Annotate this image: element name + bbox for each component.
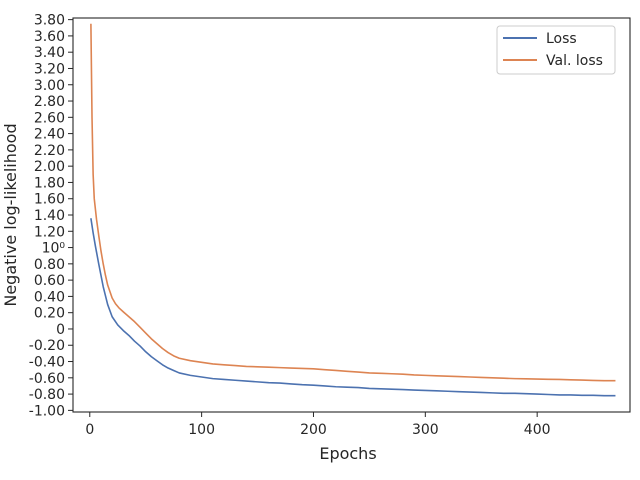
legend-label-val-loss: Val. loss — [546, 53, 603, 69]
x-tick-label: 100 — [188, 422, 215, 438]
x-axis-label: Epochs — [319, 444, 376, 463]
x-tick-label: 0 — [85, 422, 94, 438]
legend: Loss Val. loss — [496, 25, 616, 75]
y-tick-label: 3.80 — [34, 13, 65, 29]
plot-background — [73, 18, 630, 412]
y-tick-label: -0.60 — [29, 371, 65, 387]
legend-label-loss: Loss — [546, 31, 577, 47]
x-tick-label: 400 — [524, 422, 551, 438]
y-tick-label: 1.80 — [34, 175, 65, 191]
y-tick-label: 0.60 — [34, 273, 65, 289]
series-layer — [90, 23, 616, 397]
y-tick-label: 2.00 — [34, 159, 65, 175]
y-axis-ticks: -1.00-0.80-0.60-0.40-0.2000.200.400.600.… — [29, 13, 73, 419]
y-tick-label: 0.40 — [34, 289, 65, 305]
y-tick-label: 3.20 — [34, 61, 65, 77]
y-tick-label: 1.60 — [34, 192, 65, 208]
y-tick-label: -0.80 — [29, 387, 65, 403]
y-tick-label: 3.40 — [34, 45, 65, 61]
y-tick-label: 2.40 — [34, 127, 65, 143]
x-tick-label: 200 — [300, 422, 327, 438]
series-line-val-loss — [90, 23, 616, 382]
y-tick-label: 0.80 — [34, 257, 65, 273]
y-tick-label: 0 — [56, 322, 65, 338]
y-tick-label: 10⁰ — [42, 241, 66, 257]
y-tick-label: -0.20 — [29, 338, 65, 354]
y-tick-label: 2.60 — [34, 110, 65, 126]
y-tick-label: 2.80 — [34, 94, 65, 110]
y-tick-label: 0.20 — [34, 306, 65, 322]
y-tick-label: 1.20 — [34, 224, 65, 240]
y-tick-label: -1.00 — [29, 403, 65, 419]
y-tick-label: 3.00 — [34, 78, 65, 94]
y-tick-label: 3.60 — [34, 29, 65, 45]
y-tick-label: 2.20 — [34, 143, 65, 159]
y-axis-label: Negative log-likelihood — [1, 123, 20, 306]
x-axis-ticks: 0 100 200 300 400 — [85, 412, 551, 438]
x-tick-label: 300 — [412, 422, 439, 438]
y-tick-label: -0.40 — [29, 355, 65, 371]
series-line-loss — [90, 218, 616, 397]
y-tick-label: 1.40 — [34, 208, 65, 224]
plot-frame — [72, 17, 631, 413]
